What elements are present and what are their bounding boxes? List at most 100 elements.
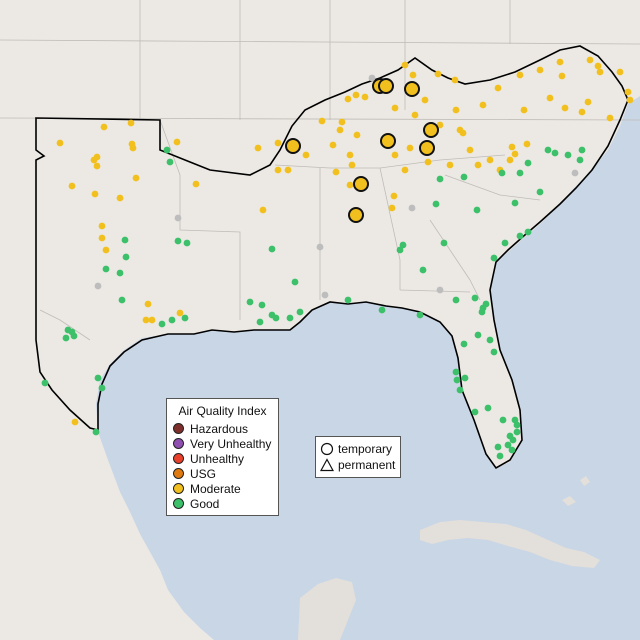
monitor-dot[interactable]	[486, 156, 494, 164]
monitor-dot[interactable]	[98, 234, 106, 242]
monitor-dot[interactable]	[391, 151, 399, 159]
monitor-dot[interactable]	[246, 298, 254, 306]
monitor-dot[interactable]	[490, 254, 498, 262]
monitor-dot[interactable]	[524, 159, 532, 167]
monitor-dot[interactable]	[93, 153, 101, 161]
monitor-dot[interactable]	[513, 421, 521, 429]
monitor-dot[interactable]	[129, 144, 137, 152]
monitor-dot[interactable]	[390, 192, 398, 200]
monitor-dot[interactable]	[316, 243, 324, 251]
monitor-dot[interactable]	[401, 166, 409, 174]
monitor-dot[interactable]	[452, 106, 460, 114]
monitor-dot[interactable]	[192, 180, 200, 188]
monitor-dot[interactable]	[352, 91, 360, 99]
monitor-dot[interactable]	[132, 174, 140, 182]
monitor-dot[interactable]	[452, 296, 460, 304]
monitor-dot[interactable]	[459, 129, 467, 137]
monitor-dot[interactable]	[176, 309, 184, 317]
monitor-dot[interactable]	[368, 74, 376, 82]
monitor-dot[interactable]	[451, 76, 459, 84]
monitor-dot[interactable]	[336, 126, 344, 134]
monitor-dot[interactable]	[501, 239, 509, 247]
monitor-dot[interactable]	[56, 139, 64, 147]
monitor-dot[interactable]	[434, 70, 442, 78]
monitor-dot[interactable]	[401, 61, 409, 69]
monitor-dot[interactable]	[511, 150, 519, 158]
monitor-dot[interactable]	[181, 314, 189, 322]
monitor-dot[interactable]	[174, 237, 182, 245]
monitor-dot[interactable]	[353, 131, 361, 139]
monitor-dot[interactable]	[440, 239, 448, 247]
monitor-dot[interactable]	[62, 334, 70, 342]
monitor-dot[interactable]	[166, 158, 174, 166]
monitor-dot[interactable]	[606, 114, 614, 122]
monitor-dot[interactable]	[571, 169, 579, 177]
monitor-dot[interactable]	[268, 245, 276, 253]
monitor-dot[interactable]	[596, 68, 604, 76]
monitor-dot[interactable]	[361, 93, 369, 101]
monitor-dot[interactable]	[406, 144, 414, 152]
monitor-dot[interactable]	[121, 236, 129, 244]
monitor-dot[interactable]	[291, 278, 299, 286]
monitor-dot[interactable]	[626, 96, 634, 104]
monitor-dot[interactable]	[70, 332, 78, 340]
monitor-dot[interactable]	[41, 379, 49, 387]
monitor-dot[interactable]	[473, 206, 481, 214]
monitor-dot[interactable]	[318, 117, 326, 125]
monitor-dot[interactable]	[516, 71, 524, 79]
monitor-dot[interactable]	[511, 199, 519, 207]
monitor-dot[interactable]	[586, 56, 594, 64]
monitor-dot[interactable]	[256, 318, 264, 326]
monitor-dot[interactable]	[98, 222, 106, 230]
monitor-dot[interactable]	[92, 428, 100, 436]
monitor-dot[interactable]	[274, 166, 282, 174]
monitor-dot[interactable]	[296, 308, 304, 316]
monitor-dot[interactable]	[578, 146, 586, 154]
monitor-dot[interactable]	[346, 181, 354, 189]
monitor-dot[interactable]	[490, 348, 498, 356]
temporary-monitor-marker[interactable]	[423, 122, 439, 138]
monitor-dot[interactable]	[98, 384, 106, 392]
monitor-dot[interactable]	[183, 239, 191, 247]
monitor-dot[interactable]	[116, 194, 124, 202]
monitor-dot[interactable]	[71, 418, 79, 426]
monitor-dot[interactable]	[100, 123, 108, 131]
monitor-dot[interactable]	[346, 151, 354, 159]
monitor-dot[interactable]	[506, 432, 514, 440]
monitor-dot[interactable]	[461, 374, 469, 382]
monitor-dot[interactable]	[478, 308, 486, 316]
monitor-dot[interactable]	[546, 94, 554, 102]
monitor-dot[interactable]	[436, 286, 444, 294]
monitor-dot[interactable]	[506, 156, 514, 164]
monitor-dot[interactable]	[254, 144, 262, 152]
monitor-dot[interactable]	[259, 206, 267, 214]
monitor-dot[interactable]	[163, 146, 171, 154]
monitor-dot[interactable]	[399, 241, 407, 249]
temporary-monitor-marker[interactable]	[380, 133, 396, 149]
monitor-dot[interactable]	[551, 149, 559, 157]
monitor-dot[interactable]	[396, 246, 404, 254]
monitor-dot[interactable]	[576, 156, 584, 164]
monitor-dot[interactable]	[411, 111, 419, 119]
monitor-dot[interactable]	[118, 296, 126, 304]
monitor-dot[interactable]	[409, 71, 417, 79]
monitor-dot[interactable]	[524, 228, 532, 236]
monitor-dot[interactable]	[421, 96, 429, 104]
monitor-dot[interactable]	[168, 316, 176, 324]
monitor-dot[interactable]	[332, 168, 340, 176]
monitor-dot[interactable]	[584, 98, 592, 106]
temporary-monitor-marker[interactable]	[404, 81, 420, 97]
monitor-dot[interactable]	[544, 146, 552, 154]
monitor-dot[interactable]	[624, 88, 632, 96]
monitor-dot[interactable]	[127, 119, 135, 127]
monitor-dot[interactable]	[523, 140, 531, 148]
monitor-dot[interactable]	[302, 151, 310, 159]
monitor-dot[interactable]	[436, 121, 444, 129]
monitor-dot[interactable]	[158, 320, 166, 328]
monitor-dot[interactable]	[148, 316, 156, 324]
monitor-dot[interactable]	[142, 316, 150, 324]
monitor-dot[interactable]	[520, 106, 528, 114]
monitor-dot[interactable]	[68, 182, 76, 190]
monitor-dot[interactable]	[419, 266, 427, 274]
